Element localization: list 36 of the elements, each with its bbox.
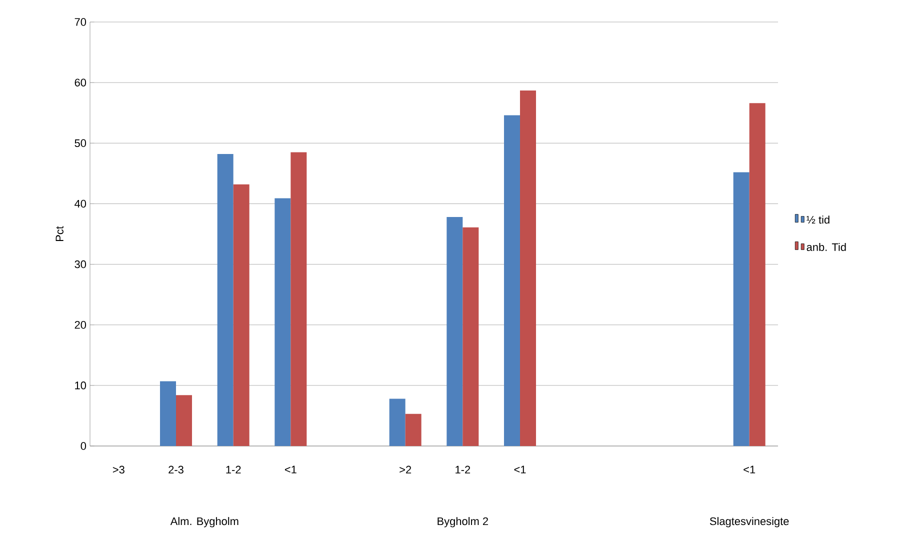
bar bbox=[520, 90, 536, 446]
bar bbox=[462, 227, 479, 446]
x-tick-label: <1 bbox=[284, 466, 296, 474]
x-tick-label: <1 bbox=[744, 466, 756, 474]
bar bbox=[405, 414, 422, 446]
bar bbox=[176, 395, 192, 446]
legend-label: ½ tid bbox=[806, 216, 830, 224]
text: Alm. Bygholm bbox=[170, 517, 238, 528]
x-tick-label: >3 bbox=[112, 466, 124, 474]
y-tick-label: 60 bbox=[74, 78, 86, 86]
y-tick-label: 30 bbox=[74, 260, 86, 268]
y-tick-label: 50 bbox=[74, 139, 86, 148]
bar bbox=[389, 398, 406, 446]
bar bbox=[504, 115, 520, 446]
bar bbox=[290, 152, 307, 446]
x-tick-label: 1-2 bbox=[456, 466, 470, 474]
y-tick-label: 70 bbox=[74, 18, 86, 26]
y-tick-label: 10 bbox=[75, 382, 86, 390]
y-tick-label: 20 bbox=[74, 320, 86, 329]
x-tick-label: 2-3 bbox=[168, 466, 184, 474]
text: Slagtesvinesigte bbox=[710, 517, 789, 528]
y-tick-label: 0 bbox=[80, 442, 86, 450]
text: Bygholm 2 bbox=[438, 517, 488, 528]
x-tick-label: 1-2 bbox=[226, 466, 241, 474]
bar bbox=[446, 217, 463, 446]
x-tick-label: >2 bbox=[400, 466, 412, 474]
bar bbox=[749, 103, 766, 446]
bar bbox=[233, 184, 250, 446]
bar bbox=[160, 381, 176, 446]
legend-label: anb. Tid bbox=[806, 242, 846, 252]
bar bbox=[733, 172, 750, 446]
bar bbox=[217, 154, 234, 446]
bar bbox=[274, 198, 291, 446]
x-tick-label: <1 bbox=[514, 466, 526, 474]
y-tick-label: 40 bbox=[74, 200, 86, 208]
y-axis-title: Pct bbox=[56, 226, 64, 242]
